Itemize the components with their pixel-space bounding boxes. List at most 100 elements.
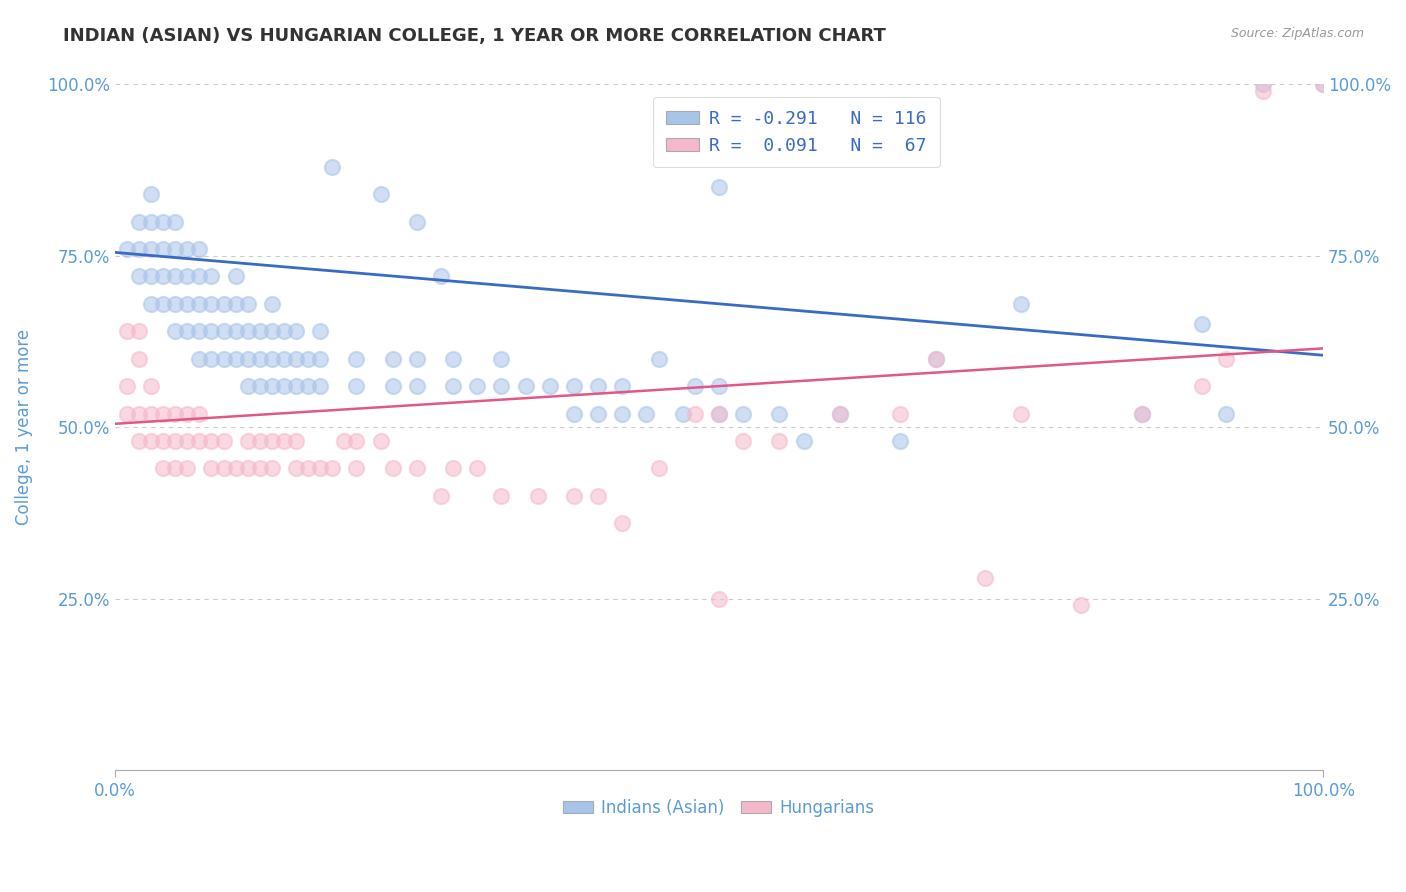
Legend: Indians (Asian), Hungarians: Indians (Asian), Hungarians: [557, 792, 882, 823]
Point: [249, 379, 271, 393]
Point: [346, 351, 368, 366]
Point: [128, 434, 150, 448]
Point: [683, 407, 706, 421]
Point: [176, 269, 198, 284]
Point: [200, 434, 222, 448]
Point: [152, 214, 174, 228]
Point: [707, 180, 730, 194]
Text: Source: ZipAtlas.com: Source: ZipAtlas.com: [1230, 27, 1364, 40]
Point: [128, 242, 150, 256]
Point: [188, 434, 211, 448]
Point: [165, 324, 187, 338]
Point: [260, 461, 283, 475]
Point: [273, 324, 295, 338]
Point: [1130, 407, 1153, 421]
Point: [225, 324, 247, 338]
Point: [297, 379, 319, 393]
Point: [491, 351, 513, 366]
Point: [707, 407, 730, 421]
Point: [249, 434, 271, 448]
Point: [1010, 297, 1032, 311]
Point: [188, 407, 211, 421]
Point: [188, 297, 211, 311]
Point: [707, 379, 730, 393]
Point: [586, 407, 609, 421]
Point: [260, 434, 283, 448]
Point: [683, 379, 706, 393]
Point: [430, 269, 453, 284]
Point: [491, 489, 513, 503]
Point: [647, 461, 669, 475]
Point: [1130, 407, 1153, 421]
Point: [925, 351, 948, 366]
Point: [249, 324, 271, 338]
Point: [707, 407, 730, 421]
Point: [321, 160, 343, 174]
Point: [165, 269, 187, 284]
Point: [405, 214, 427, 228]
Point: [562, 407, 585, 421]
Point: [273, 434, 295, 448]
Point: [321, 461, 343, 475]
Point: [1251, 84, 1274, 98]
Point: [152, 434, 174, 448]
Point: [441, 379, 464, 393]
Point: [139, 297, 162, 311]
Point: [612, 516, 634, 531]
Point: [176, 461, 198, 475]
Point: [165, 214, 187, 228]
Point: [405, 351, 427, 366]
Point: [200, 324, 222, 338]
Point: [733, 407, 755, 421]
Point: [586, 379, 609, 393]
Point: [200, 461, 222, 475]
Point: [139, 269, 162, 284]
Y-axis label: College, 1 year or more: College, 1 year or more: [15, 329, 32, 525]
Point: [309, 351, 332, 366]
Point: [236, 297, 259, 311]
Point: [225, 297, 247, 311]
Point: [925, 351, 948, 366]
Point: [586, 489, 609, 503]
Point: [225, 351, 247, 366]
Point: [128, 351, 150, 366]
Text: INDIAN (ASIAN) VS HUNGARIAN COLLEGE, 1 YEAR OR MORE CORRELATION CHART: INDIAN (ASIAN) VS HUNGARIAN COLLEGE, 1 Y…: [63, 27, 886, 45]
Point: [260, 324, 283, 338]
Point: [612, 407, 634, 421]
Point: [381, 351, 404, 366]
Point: [165, 434, 187, 448]
Point: [176, 407, 198, 421]
Point: [236, 434, 259, 448]
Point: [285, 351, 308, 366]
Point: [672, 407, 695, 421]
Point: [165, 242, 187, 256]
Point: [128, 324, 150, 338]
Point: [346, 434, 368, 448]
Point: [636, 407, 658, 421]
Point: [200, 269, 222, 284]
Point: [285, 461, 308, 475]
Point: [165, 461, 187, 475]
Point: [128, 269, 150, 284]
Point: [733, 434, 755, 448]
Point: [491, 379, 513, 393]
Point: [538, 379, 561, 393]
Point: [225, 269, 247, 284]
Point: [647, 351, 669, 366]
Point: [1312, 78, 1334, 92]
Point: [793, 434, 815, 448]
Point: [526, 489, 548, 503]
Point: [370, 187, 392, 202]
Point: [176, 434, 198, 448]
Point: [212, 297, 235, 311]
Point: [139, 407, 162, 421]
Point: [212, 434, 235, 448]
Point: [285, 324, 308, 338]
Point: [828, 407, 851, 421]
Point: [188, 324, 211, 338]
Point: [260, 351, 283, 366]
Point: [212, 351, 235, 366]
Point: [273, 379, 295, 393]
Point: [562, 379, 585, 393]
Point: [188, 242, 211, 256]
